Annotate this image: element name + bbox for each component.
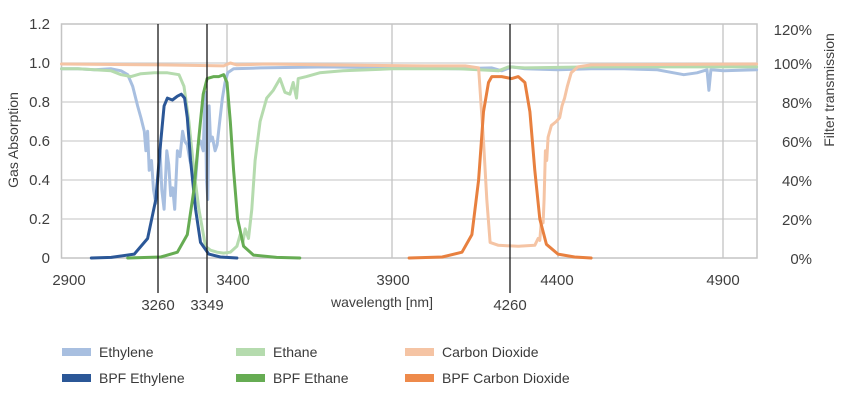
y-tick: 1.2 — [29, 16, 50, 33]
legend-label: Carbon Dioxide — [442, 344, 539, 360]
x-axis-title: wavelength [nm] — [330, 294, 433, 310]
marker-label: 3260 — [141, 297, 174, 314]
legend-item-bpf-ethane: BPF Ethane — [236, 369, 349, 387]
legend-item-bpf-ethylene: BPF Ethylene — [62, 369, 185, 387]
y-tick: 0 — [42, 250, 50, 267]
y2-tick: 60% — [782, 134, 812, 151]
marker-lines — [157, 24, 511, 293]
legend-swatch — [62, 374, 91, 382]
y-tick: 0.2 — [29, 211, 50, 228]
x-tick: 3900 — [376, 272, 409, 289]
legend: Ethylene BPF Ethylene Ethane BPF Ethane … — [62, 343, 762, 393]
y2-tick: 120% — [774, 22, 812, 39]
legend-swatch — [62, 348, 91, 356]
legend-item-ethylene: Ethylene — [62, 343, 153, 361]
legend-swatch — [405, 348, 434, 356]
marker-label: 3349 — [190, 297, 223, 314]
x-tick: 2900 — [52, 272, 85, 289]
legend-swatch — [405, 374, 434, 382]
y2-tick: 100% — [774, 56, 812, 73]
series-line-bpf-ethane — [126, 73, 302, 260]
series-line-carbon-dioxide — [60, 61, 759, 248]
x-axis-ticks: 2900 3400 3900 4400 4900 — [52, 272, 739, 289]
legend-item-ethane: Ethane — [236, 343, 317, 361]
x-tick: 4900 — [706, 272, 739, 289]
legend-swatch — [236, 348, 265, 356]
x-tick: 3400 — [216, 272, 249, 289]
y-tick: 0.6 — [29, 133, 50, 150]
y-tick: 1.0 — [29, 55, 50, 72]
x-tick: 4400 — [540, 272, 573, 289]
y-tick: 0.4 — [29, 172, 50, 189]
series-line-bpf-carbon-dioxide — [407, 75, 593, 260]
legend-item-bpf-carbon-dioxide: BPF Carbon Dioxide — [405, 369, 570, 387]
legend-label: BPF Ethane — [273, 370, 349, 386]
y2-tick: 40% — [782, 173, 812, 190]
legend-swatch — [236, 374, 265, 382]
y-tick: 0.8 — [29, 94, 50, 111]
legend-label: Ethylene — [99, 344, 154, 360]
series-line-bpf-ethylene — [89, 92, 239, 260]
y2-axis-title: Filter transmission — [821, 33, 837, 147]
y-axis-left-ticks: 0 0.2 0.4 0.6 0.8 1.0 1.2 — [29, 16, 50, 267]
y2-tick: 80% — [782, 95, 812, 112]
marker-labels: 3260 3349 4260 — [141, 297, 526, 314]
y-axis-right-ticks: 0% 20% 40% 60% 80% 100% 120% — [774, 22, 812, 268]
series-line-ethylene — [60, 65, 759, 211]
legend-item-carbon-dioxide: Carbon Dioxide — [405, 343, 539, 361]
y2-tick: 20% — [782, 212, 812, 229]
spectrum-chart: 0 0.2 0.4 0.6 0.8 1.0 1.2 0% 20% 40% 60%… — [5, 16, 837, 314]
legend-label: BPF Carbon Dioxide — [442, 370, 570, 386]
y-axis-title: Gas Absorption — [5, 92, 21, 188]
marker-label: 4260 — [493, 297, 526, 314]
legend-label: BPF Ethylene — [99, 370, 185, 386]
series-layer — [60, 61, 759, 260]
legend-label: Ethane — [273, 344, 318, 360]
y2-tick: 0% — [790, 251, 812, 268]
